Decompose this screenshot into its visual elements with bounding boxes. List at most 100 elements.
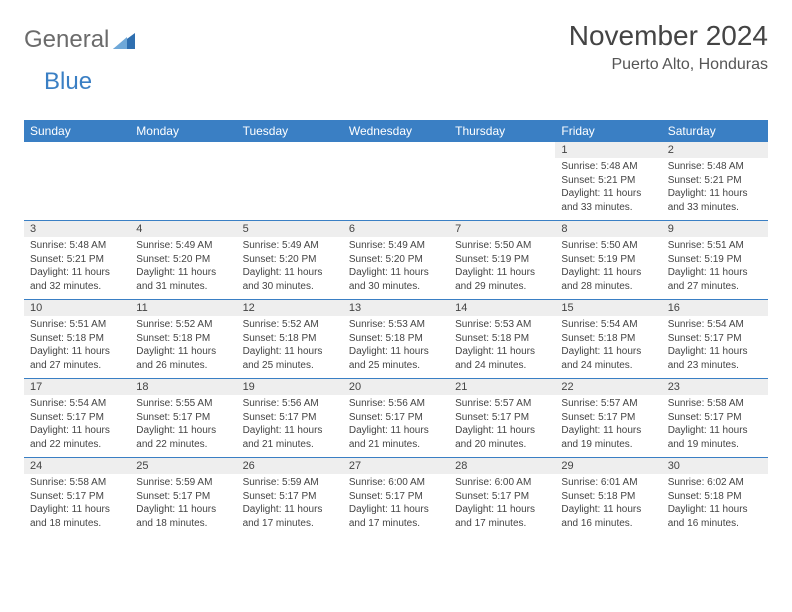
day-number: 10	[24, 300, 130, 316]
sunset-text: Sunset: 5:17 PM	[455, 490, 549, 504]
sunset-text: Sunset: 5:18 PM	[668, 490, 762, 504]
day-cell: Sunrise: 5:55 AMSunset: 5:17 PMDaylight:…	[130, 395, 236, 458]
day-number-row: 24252627282930	[24, 458, 768, 474]
day-cell: Sunrise: 5:51 AMSunset: 5:19 PMDaylight:…	[662, 237, 768, 300]
day-number: 9	[662, 221, 768, 237]
daylight-text: Daylight: 11 hours and 29 minutes.	[455, 266, 549, 293]
weekday-header: Monday	[130, 120, 236, 142]
sunset-text: Sunset: 5:20 PM	[136, 253, 230, 267]
sunset-text: Sunset: 5:21 PM	[30, 253, 124, 267]
sunset-text: Sunset: 5:18 PM	[30, 332, 124, 346]
day-number: 5	[237, 221, 343, 237]
sunrise-text: Sunrise: 5:48 AM	[30, 239, 124, 253]
daylight-text: Daylight: 11 hours and 27 minutes.	[30, 345, 124, 372]
sunrise-text: Sunrise: 5:59 AM	[136, 476, 230, 490]
day-cell: Sunrise: 5:52 AMSunset: 5:18 PMDaylight:…	[130, 316, 236, 379]
day-cell: Sunrise: 5:48 AMSunset: 5:21 PMDaylight:…	[24, 237, 130, 300]
sunrise-text: Sunrise: 5:56 AM	[243, 397, 337, 411]
day-number: 27	[343, 458, 449, 474]
day-cell: Sunrise: 6:00 AMSunset: 5:17 PMDaylight:…	[449, 474, 555, 536]
sunset-text: Sunset: 5:17 PM	[668, 332, 762, 346]
day-number: 6	[343, 221, 449, 237]
sunrise-text: Sunrise: 5:52 AM	[136, 318, 230, 332]
daylight-text: Daylight: 11 hours and 30 minutes.	[243, 266, 337, 293]
day-number: 1	[555, 142, 661, 158]
day-number: 11	[130, 300, 236, 316]
sunrise-text: Sunrise: 5:50 AM	[455, 239, 549, 253]
location-label: Puerto Alto, Honduras	[569, 56, 768, 74]
day-number: 2	[662, 142, 768, 158]
day-number: 8	[555, 221, 661, 237]
sunset-text: Sunset: 5:17 PM	[30, 411, 124, 425]
day-number: 4	[130, 221, 236, 237]
day-number: 18	[130, 379, 236, 395]
day-cell: Sunrise: 5:49 AMSunset: 5:20 PMDaylight:…	[130, 237, 236, 300]
weekday-header: Thursday	[449, 120, 555, 142]
weekday-header: Saturday	[662, 120, 768, 142]
weekday-header: Wednesday	[343, 120, 449, 142]
sunset-text: Sunset: 5:18 PM	[561, 332, 655, 346]
sunrise-text: Sunrise: 5:49 AM	[243, 239, 337, 253]
day-number: 20	[343, 379, 449, 395]
day-number: 12	[237, 300, 343, 316]
sunrise-text: Sunrise: 5:53 AM	[349, 318, 443, 332]
brand-part1: General	[24, 26, 109, 54]
daylight-text: Daylight: 11 hours and 24 minutes.	[561, 345, 655, 372]
sunrise-text: Sunrise: 5:58 AM	[668, 397, 762, 411]
sunset-text: Sunset: 5:20 PM	[243, 253, 337, 267]
day-number: 13	[343, 300, 449, 316]
sunset-text: Sunset: 5:19 PM	[455, 253, 549, 267]
day-cell	[237, 158, 343, 221]
sunrise-text: Sunrise: 6:02 AM	[668, 476, 762, 490]
day-cell	[449, 158, 555, 221]
sunset-text: Sunset: 5:17 PM	[349, 411, 443, 425]
sunset-text: Sunset: 5:21 PM	[668, 174, 762, 188]
day-cell: Sunrise: 5:49 AMSunset: 5:20 PMDaylight:…	[237, 237, 343, 300]
sunrise-text: Sunrise: 5:53 AM	[455, 318, 549, 332]
sunrise-text: Sunrise: 5:49 AM	[349, 239, 443, 253]
daylight-text: Daylight: 11 hours and 27 minutes.	[668, 266, 762, 293]
day-cell: Sunrise: 5:54 AMSunset: 5:17 PMDaylight:…	[662, 316, 768, 379]
sunrise-text: Sunrise: 5:57 AM	[561, 397, 655, 411]
day-cell: Sunrise: 5:57 AMSunset: 5:17 PMDaylight:…	[449, 395, 555, 458]
daylight-text: Daylight: 11 hours and 20 minutes.	[455, 424, 549, 451]
daylight-text: Daylight: 11 hours and 25 minutes.	[243, 345, 337, 372]
sunset-text: Sunset: 5:20 PM	[349, 253, 443, 267]
day-data-row: Sunrise: 5:54 AMSunset: 5:17 PMDaylight:…	[24, 395, 768, 458]
day-number: 25	[130, 458, 236, 474]
daylight-text: Daylight: 11 hours and 31 minutes.	[136, 266, 230, 293]
triangle-icon	[113, 31, 135, 49]
day-cell: Sunrise: 5:57 AMSunset: 5:17 PMDaylight:…	[555, 395, 661, 458]
sunset-text: Sunset: 5:18 PM	[561, 490, 655, 504]
day-number: 29	[555, 458, 661, 474]
weekday-header: Tuesday	[237, 120, 343, 142]
day-cell: Sunrise: 5:56 AMSunset: 5:17 PMDaylight:…	[237, 395, 343, 458]
sunset-text: Sunset: 5:17 PM	[243, 411, 337, 425]
daylight-text: Daylight: 11 hours and 23 minutes.	[668, 345, 762, 372]
day-data-row: Sunrise: 5:58 AMSunset: 5:17 PMDaylight:…	[24, 474, 768, 536]
sunset-text: Sunset: 5:17 PM	[243, 490, 337, 504]
sunrise-text: Sunrise: 5:51 AM	[30, 318, 124, 332]
sunrise-text: Sunrise: 6:01 AM	[561, 476, 655, 490]
day-number: 15	[555, 300, 661, 316]
sunrise-text: Sunrise: 6:00 AM	[349, 476, 443, 490]
day-cell: Sunrise: 5:53 AMSunset: 5:18 PMDaylight:…	[449, 316, 555, 379]
day-cell: Sunrise: 5:58 AMSunset: 5:17 PMDaylight:…	[662, 395, 768, 458]
day-number: 19	[237, 379, 343, 395]
day-number: 7	[449, 221, 555, 237]
day-cell: Sunrise: 5:48 AMSunset: 5:21 PMDaylight:…	[662, 158, 768, 221]
daylight-text: Daylight: 11 hours and 22 minutes.	[30, 424, 124, 451]
sunset-text: Sunset: 5:19 PM	[561, 253, 655, 267]
day-number	[24, 142, 130, 158]
day-cell: Sunrise: 5:54 AMSunset: 5:17 PMDaylight:…	[24, 395, 130, 458]
sunrise-text: Sunrise: 5:54 AM	[668, 318, 762, 332]
sunrise-text: Sunrise: 5:59 AM	[243, 476, 337, 490]
sunset-text: Sunset: 5:18 PM	[349, 332, 443, 346]
sunrise-text: Sunrise: 5:51 AM	[668, 239, 762, 253]
sunset-text: Sunset: 5:18 PM	[136, 332, 230, 346]
day-data-row: Sunrise: 5:48 AMSunset: 5:21 PMDaylight:…	[24, 158, 768, 221]
daylight-text: Daylight: 11 hours and 22 minutes.	[136, 424, 230, 451]
header: General November 2024 Puerto Alto, Hondu…	[24, 20, 768, 74]
day-number: 21	[449, 379, 555, 395]
day-number	[449, 142, 555, 158]
